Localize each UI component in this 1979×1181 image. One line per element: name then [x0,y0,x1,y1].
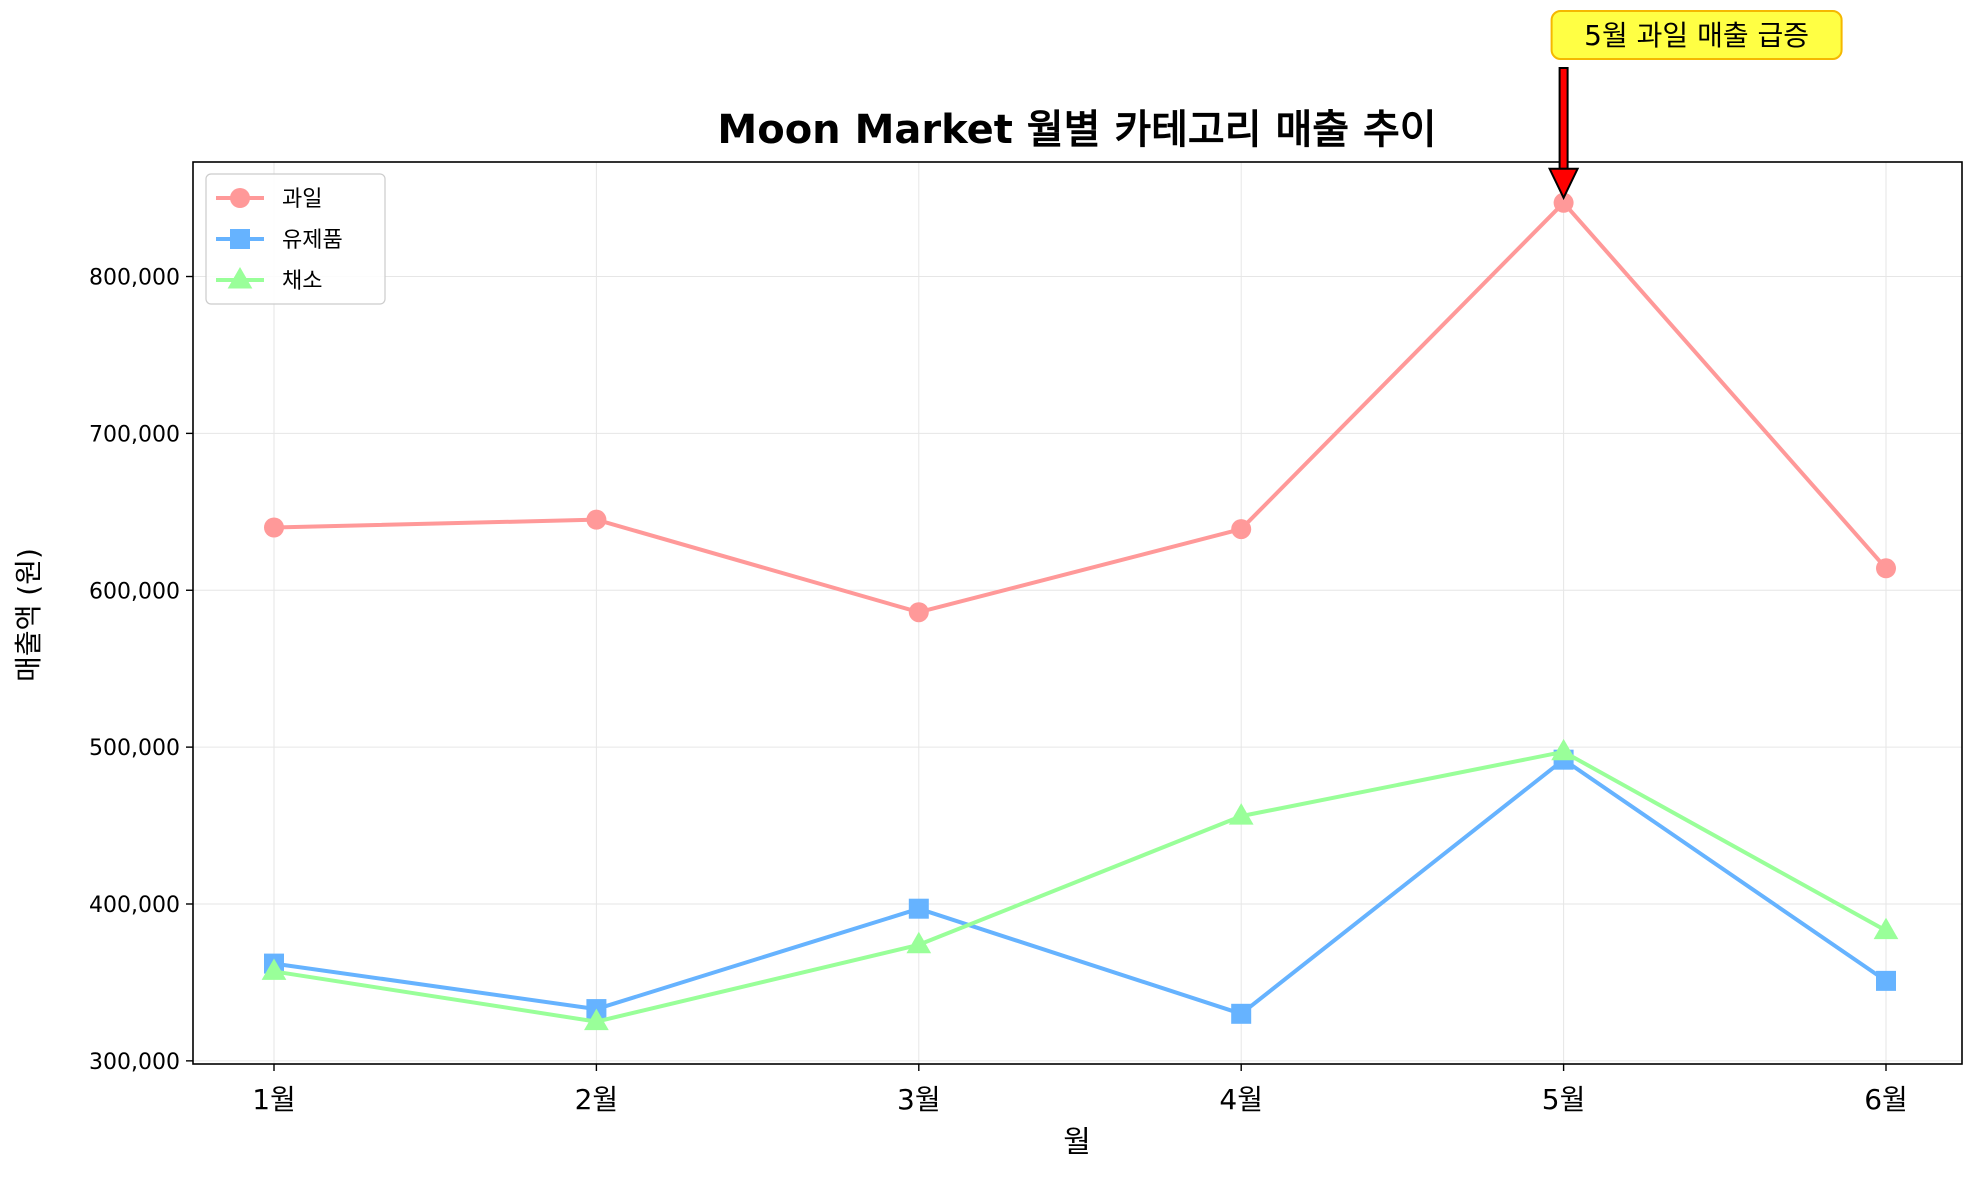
x-tick-label: 2월 [575,1083,619,1116]
y-axis-label: 매출액 (원) [12,548,45,682]
series-line [273,749,1887,1024]
data-point [264,517,284,538]
y-tick-label: 300,000 [89,1050,180,1075]
data-point [230,188,250,208]
series-과일 [264,192,1896,623]
annotation-arrow-shaft [1558,67,1569,170]
x-tick-label: 1월 [252,1083,296,1116]
data-point [230,229,250,249]
data-point [227,267,253,289]
legend-box [205,173,386,305]
plot-frame [192,161,1963,1065]
legend-label: 채소 [282,269,322,294]
data-point [1873,917,1899,940]
series-line [273,200,1888,615]
data-point [908,602,929,623]
data-point [1553,192,1574,213]
data-point [584,1008,609,1031]
legend-item: 유제품 [216,228,343,253]
x-tick-label: 5월 [1542,1083,1586,1116]
grid [193,162,1962,1064]
legend-label: 과일 [282,187,322,212]
annotation: 5월 과일 매출 급증 [1548,10,1843,201]
x-tick-label: 6월 [1864,1083,1908,1116]
annotation-arrow-head [1548,167,1580,201]
annotation-box [1550,10,1843,60]
y-tick-label: 400,000 [89,893,180,918]
legend-item: 채소 [216,267,322,294]
data-point [1876,558,1896,579]
series-layer [261,192,1899,1031]
data-point [261,958,287,980]
data-point [1551,738,1576,761]
data-point [906,931,932,954]
annotation-text: 5월 과일 매출 급증 [1584,19,1809,52]
legend-item: 과일 [216,187,322,212]
y-tick-label: 800,000 [89,266,180,291]
axes: 300,000 400,000 500,000 600,000 700,000 800,0… [89,266,1908,1116]
data-point [586,509,607,530]
data-point [1228,803,1254,825]
legend-label: 유제품 [282,228,343,253]
data-point [1231,519,1252,540]
y-tick-label: 700,000 [89,422,180,447]
series-line [273,757,1888,1016]
y-tick-label: 500,000 [89,736,180,761]
x-axis-label: 월 [1063,1125,1091,1160]
x-tick-label: 4월 [1219,1083,1263,1116]
data-point [1231,1003,1252,1024]
y-tick-label: 600,000 [89,579,180,604]
data-point [1876,970,1896,991]
chart-title: Moon Market 월별 카테고리 매출 추이 [717,107,1436,153]
series-채소 [261,738,1899,1031]
x-tick-label: 3월 [897,1083,941,1116]
data-point [908,898,929,919]
